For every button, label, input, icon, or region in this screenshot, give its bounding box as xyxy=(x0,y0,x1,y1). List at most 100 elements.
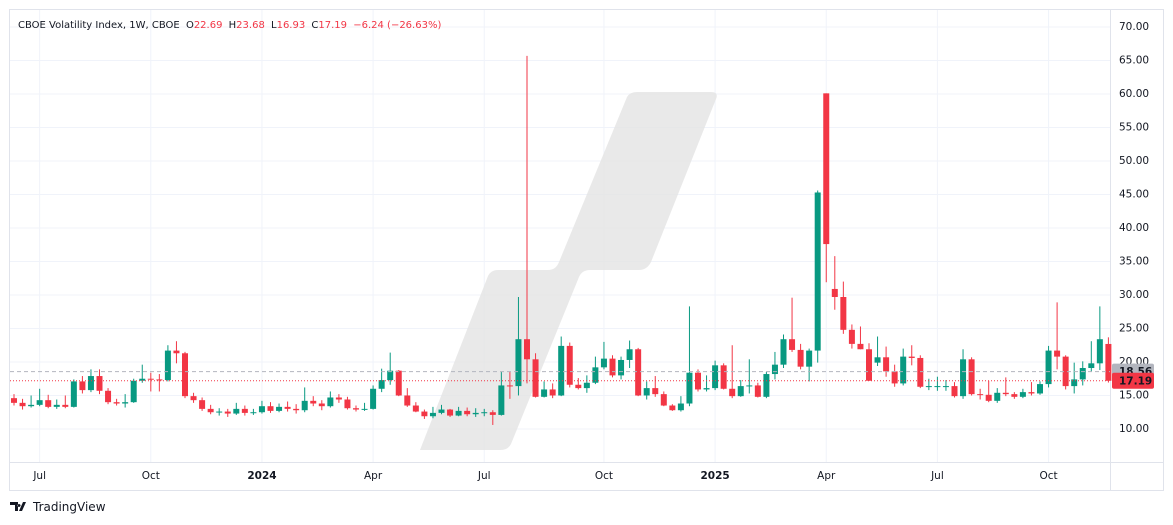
candle-body xyxy=(677,403,684,411)
candle-body xyxy=(70,381,77,407)
candle-body xyxy=(489,412,496,415)
footer-logo: TradingView xyxy=(10,500,106,514)
price-tag-label: 17.19 xyxy=(1119,375,1152,387)
candle-body xyxy=(173,350,180,354)
candle-body xyxy=(506,385,513,387)
candle-body xyxy=(395,370,402,396)
candle-body xyxy=(481,412,488,414)
candle-body xyxy=(737,386,744,397)
y-tick-label: 40.00 xyxy=(1119,222,1149,234)
candle-body xyxy=(455,410,462,416)
candle-body xyxy=(780,339,787,365)
y-tick-label: 15.00 xyxy=(1119,389,1149,401)
candle-body xyxy=(840,296,847,330)
ohlc-value: 22.69 xyxy=(194,20,223,31)
candle-body xyxy=(848,329,855,344)
candle-body xyxy=(164,350,171,381)
y-tick-label: 30.00 xyxy=(1119,289,1149,301)
candle-body xyxy=(421,411,428,417)
candle-body xyxy=(891,371,898,384)
ohlc-label: C xyxy=(311,20,318,31)
symbol-title: CBOE Volatility Index, 1W, CBOE xyxy=(18,20,180,31)
x-tick-label: 2025 xyxy=(700,470,729,482)
x-tick-label: Oct xyxy=(142,470,160,482)
candle-body xyxy=(524,339,530,360)
candle-body xyxy=(45,400,52,407)
candle-body xyxy=(866,349,872,381)
candle-body xyxy=(771,364,778,375)
y-tick-label: 65.00 xyxy=(1119,55,1149,67)
ohlc-label: O xyxy=(186,20,194,31)
candle-body xyxy=(1019,392,1026,397)
candle-body xyxy=(361,408,368,410)
x-tick-label: Jul xyxy=(477,470,491,482)
candle-body xyxy=(754,385,761,397)
candle-body xyxy=(190,396,197,401)
candle-body xyxy=(609,358,616,376)
candle-body xyxy=(600,358,607,368)
candle-body xyxy=(746,385,753,387)
axes: 10.0015.0020.0025.0030.0035.0040.0045.00… xyxy=(10,21,1154,482)
y-tick-label: 50.00 xyxy=(1119,155,1149,167)
candle-body xyxy=(532,359,539,397)
candle-body xyxy=(464,410,471,415)
candle-body xyxy=(378,380,385,389)
candle-body xyxy=(130,380,137,403)
candle-body xyxy=(917,357,924,387)
candle-body xyxy=(583,382,590,389)
candle-body xyxy=(36,400,43,405)
candle-body xyxy=(797,349,804,367)
candle-body xyxy=(592,367,599,383)
candle-body xyxy=(250,412,257,414)
ohlc-value: 17.19 xyxy=(318,20,347,31)
candle-body xyxy=(1079,368,1086,380)
candle-body xyxy=(814,192,821,351)
candle-body xyxy=(720,365,727,389)
candle-body xyxy=(1062,356,1069,387)
candle-body xyxy=(370,388,377,409)
candle-body xyxy=(857,343,864,350)
candle-body xyxy=(968,359,975,395)
watermark-logo xyxy=(420,92,717,450)
y-tick-label: 35.00 xyxy=(1119,255,1149,267)
candle-body xyxy=(669,405,676,411)
candle-body xyxy=(660,394,667,406)
candle-body xyxy=(925,386,932,388)
ohlc-label: H xyxy=(229,20,237,31)
ohlc-value: 16.93 xyxy=(277,20,306,31)
logo-icon xyxy=(10,502,26,511)
candle-body xyxy=(934,386,941,388)
candle-body xyxy=(806,350,813,367)
candle-body xyxy=(472,412,479,415)
candle-body xyxy=(447,409,454,416)
candle-body xyxy=(62,404,69,407)
y-tick-label: 45.00 xyxy=(1119,188,1149,200)
candle-body xyxy=(318,403,325,407)
candle-body xyxy=(344,399,351,409)
candle-body xyxy=(387,370,394,381)
candle-body xyxy=(652,388,659,395)
y-tick-label: 10.00 xyxy=(1119,423,1149,435)
candle-body xyxy=(618,359,625,376)
candle-body xyxy=(1071,379,1078,387)
x-tick-label: Oct xyxy=(595,470,613,482)
candle-body xyxy=(241,408,248,413)
candle-body xyxy=(1105,343,1112,381)
candle-body xyxy=(951,386,958,397)
footer-text: TradingView xyxy=(32,500,106,514)
candle-body xyxy=(686,372,693,404)
candle-body xyxy=(267,406,274,411)
candle-body xyxy=(105,390,112,403)
candle-body xyxy=(498,385,505,415)
x-tick-label: Jul xyxy=(32,470,46,482)
candle-body xyxy=(1054,350,1061,357)
candle-body xyxy=(789,339,796,350)
candle-body xyxy=(276,406,283,411)
candle-body xyxy=(327,397,334,407)
candle-body xyxy=(258,406,265,413)
candle-body xyxy=(87,376,94,391)
candle-body xyxy=(1045,350,1052,385)
candle-body xyxy=(429,412,436,417)
candle-body xyxy=(156,379,163,381)
